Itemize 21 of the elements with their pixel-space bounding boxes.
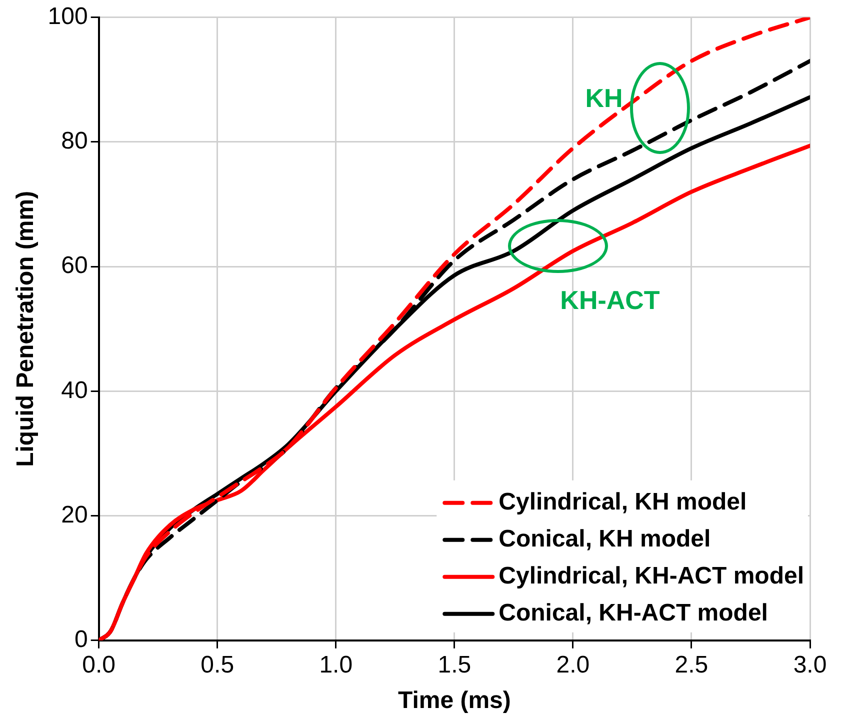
x-tick-label: 1.0 — [319, 651, 353, 678]
y-tick-label: 0 — [74, 626, 88, 654]
legend-label: Conical, KH-ACT model — [498, 600, 768, 627]
x-tick-label: 2.0 — [556, 651, 590, 678]
y-tick-label: 60 — [61, 252, 88, 280]
y-tick-label: 100 — [48, 3, 88, 30]
x-tick-label: 3.0 — [793, 651, 827, 678]
y-axis-title: Liquid Penetration (mm) — [12, 190, 40, 467]
x-tick-label: 0.0 — [82, 651, 116, 678]
x-axis-title: Time (ms) — [398, 687, 511, 714]
x-tick-label: 0.5 — [200, 651, 234, 678]
legend-label: Conical, KH model — [498, 526, 711, 553]
y-tick-label: 20 — [61, 501, 88, 528]
y-tick-label: 80 — [61, 128, 88, 155]
annotation: KH — [585, 83, 623, 114]
x-tick-label: 1.5 — [438, 651, 472, 678]
y-tick-label: 40 — [61, 376, 88, 404]
legend-label: Cylindrical, KH model — [498, 488, 747, 516]
x-tick-label: 2.5 — [674, 651, 708, 678]
legend-label: Cylindrical, KH-ACT model — [498, 562, 804, 590]
annotation: KH-ACT — [560, 285, 660, 316]
